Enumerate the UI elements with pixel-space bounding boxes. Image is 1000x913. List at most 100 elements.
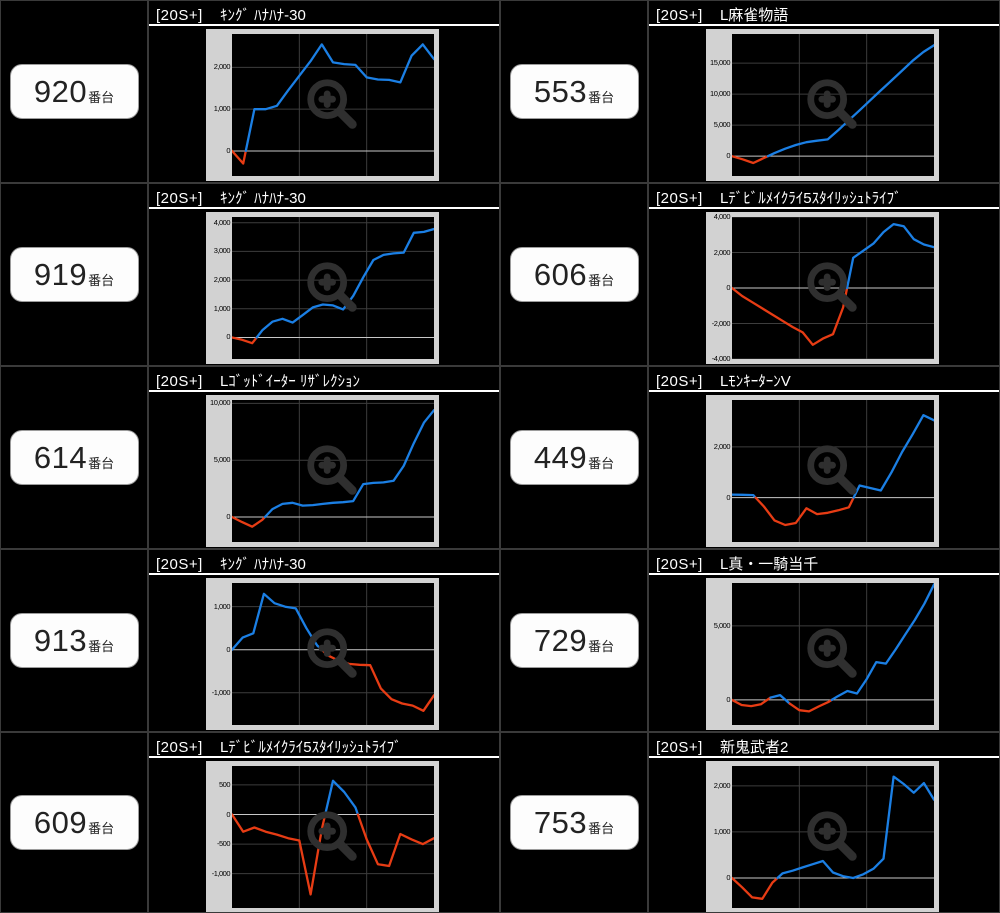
chart-panel: [20S+] L真・一騎当千 0 5,000 [649,550,999,731]
machine-cell: 913 番台 [20S+] ｷﾝｸﾞ ﾊﾅﾊﾅ-30 -1,000 0 1,000 [0,549,500,732]
machine-number-button[interactable]: 913 番台 [9,613,139,668]
y-axis-tick-label: 4,000 [713,212,731,221]
machine-number-panel: 553 番台 [501,1,649,182]
chart-title-machine-name: Lｺﾞｯﾄﾞｲｰﾀｰ ﾘｻﾞﾚｸｼｮﾝ [219,373,360,390]
y-axis-tick-label: 0 [226,512,230,521]
chart-title-machine-name: 新鬼武者2 [719,739,789,756]
chart-title-prefix: [20S+] [656,7,703,24]
zoom-magnifier-icon [302,440,364,502]
slump-graph-plot [232,34,434,176]
chart-title: [20S+] 新鬼武者2 [649,733,999,758]
slump-graph-plot [232,583,434,725]
slump-graph-plot [232,400,434,542]
machine-cell: 919 番台 [20S+] ｷﾝｸﾞ ﾊﾅﾊﾅ-30 0 1,000 2,000 3,… [0,183,500,366]
chart-title-prefix: [20S+] [656,739,703,756]
slump-graph-plot [732,583,934,725]
slump-graph-plot [732,217,934,359]
slump-graph[interactable]: 0 1,000 2,000 [706,761,939,912]
chart-title: [20S+] L真・一騎当千 [649,550,999,575]
chart-title: [20S+] Lｺﾞｯﾄﾞｲｰﾀｰ ﾘｻﾞﾚｸｼｮﾝ [149,367,499,392]
slump-graph[interactable]: 0 2,000 [706,395,939,547]
y-axis-tick-label: 0 [226,809,230,819]
chart-title-machine-name: ｷﾝｸﾞ ﾊﾅﾊﾅ-30 [219,556,306,573]
zoom-magnifier-icon [802,74,864,136]
y-axis-tick-label: 0 [726,283,730,292]
y-axis-tick-label: -2,000 [711,318,731,328]
machine-cell: 614 番台 [20S+] Lｺﾞｯﾄﾞｲｰﾀｰ ﾘｻﾞﾚｸｼｮﾝ 0 5,000… [0,366,500,549]
slump-graph[interactable]: -1,000 -500 0 500 [206,761,439,912]
machine-number-button[interactable]: 553 番台 [509,64,639,119]
chart-title-prefix: [20S+] [656,373,703,390]
series-positive-segment [776,775,934,880]
y-axis-tick-label: 1,000 [713,826,731,836]
y-axis-tick-label: -500 [216,839,231,849]
y-axis-tick-label: 0 [726,151,730,161]
machine-number: 614 [33,440,88,475]
slump-graph[interactable]: 0 1,000 2,000 [206,29,439,181]
y-axis-tick-label: -1,000 [211,868,231,878]
machine-number-unit: 番台 [588,456,615,471]
series-positive-segment [769,693,791,705]
machine-number-unit: 番台 [588,639,615,654]
zoom-magnifier-icon [802,806,864,868]
slump-graph[interactable]: 0 1,000 2,000 3,000 4,000 [206,212,439,364]
slump-graph-plot [732,400,934,542]
slump-graph-svg [732,583,934,725]
machine-number-button[interactable]: 609 番台 [9,795,139,850]
y-axis-tick-label: 500 [218,779,231,789]
machine-number: 753 [533,805,588,840]
chart-title: [20S+] Lﾃﾞﾋﾞﾙﾒｲｸﾗｲ5ｽﾀｲﾘｯｼｭﾄﾗｲﾌﾞ [649,184,999,209]
machine-number-panel: 729 番台 [501,550,649,731]
chart-title-prefix: [20S+] [656,556,703,573]
machine-number-unit: 番台 [588,90,615,105]
y-axis-tick-label: 15,000 [710,58,730,68]
series-negative-segment [232,515,267,528]
machine-number-button[interactable]: 753 番台 [509,795,639,850]
slump-graph[interactable]: -4,000 -2,000 0 2,000 4,000 [706,212,939,364]
series-negative-segment [732,876,779,900]
y-axis-tick-label: 1,000 [213,303,231,313]
zoom-magnifier-icon [302,623,364,685]
machine-number-unit: 番台 [88,273,115,288]
chart-title: [20S+] L麻雀物語 [649,1,999,26]
series-negative-segment [754,496,855,527]
y-axis-tick-label: 5,000 [713,620,731,630]
series-negative-segment [788,698,833,713]
y-axis-tick-label: 2,000 [713,441,731,451]
machine-number: 449 [533,440,588,475]
y-axis-tick-label: 5,000 [713,120,731,130]
y-axis-tick-label: 1,000 [213,104,231,114]
slump-graph[interactable]: 0 5,000 10,000 [206,395,439,547]
y-axis-tick-label: 1,000 [213,601,231,611]
y-axis-tick-label: 0 [726,873,730,883]
machine-number-button[interactable]: 919 番台 [9,247,139,302]
chart-title: [20S+] ｷﾝｸﾞ ﾊﾅﾊﾅ-30 [149,550,499,575]
zoom-magnifier-icon [302,74,364,136]
machine-number-button[interactable]: 729 番台 [509,613,639,668]
slump-graph[interactable]: 0 5,000 10,000 15,000 [706,29,939,181]
machine-number: 553 [533,74,588,109]
machine-number-unit: 番台 [588,273,615,288]
chart-title-prefix: [20S+] [156,739,203,756]
machine-number-button[interactable]: 449 番台 [509,430,639,485]
chart-panel: [20S+] Lﾃﾞﾋﾞﾙﾒｲｸﾗｲ5ｽﾀｲﾘｯｼｭﾄﾗｲﾌﾞ -1,000 -5… [149,733,499,912]
zoom-magnifier-icon [302,806,364,868]
y-axis-tick-label: 3,000 [213,246,231,256]
chart-panel: [20S+] 新鬼武者2 0 1,000 2,000 [649,733,999,912]
slump-graph-svg [732,766,934,908]
chart-title-machine-name: Lﾃﾞﾋﾞﾙﾒｲｸﾗｲ5ｽﾀｲﾘｯｼｭﾄﾗｲﾌﾞ [719,190,902,207]
machine-number-button[interactable]: 606 番台 [509,247,639,302]
slump-graph[interactable]: -1,000 0 1,000 [206,578,439,730]
machine-number-panel: 753 番台 [501,733,649,912]
machine-number: 913 [33,623,88,658]
machine-number-panel: 919 番台 [1,184,149,365]
machine-number-unit: 番台 [88,639,115,654]
machine-number-button[interactable]: 614 番台 [9,430,139,485]
machine-number: 609 [33,805,88,840]
machine-cell: 606 番台 [20S+] Lﾃﾞﾋﾞﾙﾒｲｸﾗｲ5ｽﾀｲﾘｯｼｭﾄﾗｲﾌﾞ -… [500,183,1000,366]
chart-title-machine-name: L麻雀物語 [719,7,789,24]
y-axis-tick-label: 10,000 [710,89,730,99]
chart-title-machine-name: Lﾃﾞﾋﾞﾙﾒｲｸﾗｲ5ｽﾀｲﾘｯｼｭﾄﾗｲﾌﾞ [219,739,402,756]
machine-number-button[interactable]: 920 番台 [9,64,139,119]
slump-graph[interactable]: 0 5,000 [706,578,939,730]
